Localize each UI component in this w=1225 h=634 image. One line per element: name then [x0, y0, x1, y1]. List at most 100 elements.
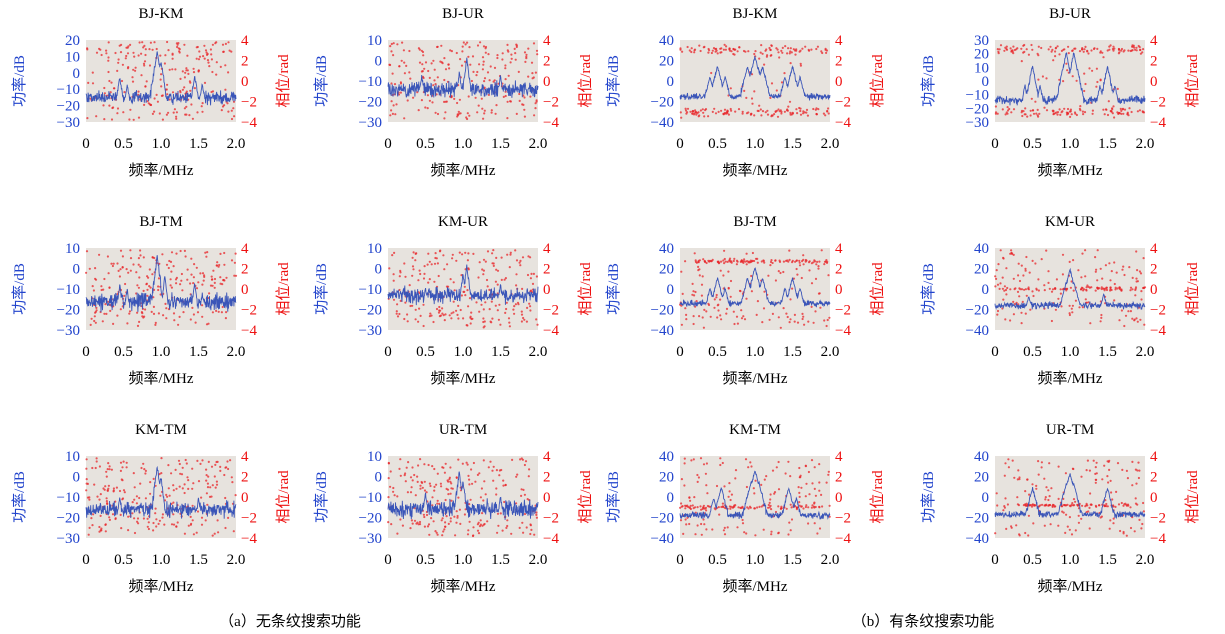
y-axis-label-left: 功率/dB — [11, 471, 28, 523]
phase-point — [213, 286, 216, 289]
phase-point — [1004, 288, 1008, 292]
phase-point — [750, 260, 754, 263]
phase-point — [392, 490, 395, 493]
phase-point — [484, 493, 487, 496]
phase-point — [510, 53, 513, 56]
phase-point — [498, 469, 501, 472]
phase-point — [693, 51, 696, 54]
phase-point — [415, 522, 418, 525]
phase-point — [785, 312, 788, 315]
phase-point — [387, 477, 390, 480]
phase-point — [1135, 280, 1138, 283]
phase-point — [94, 311, 97, 314]
phase-point — [519, 264, 522, 267]
phase-point — [769, 96, 772, 99]
phase-point — [143, 44, 146, 48]
phase-point — [735, 263, 739, 266]
phase-point — [414, 494, 417, 497]
phase-point — [117, 61, 120, 64]
phase-point — [1077, 514, 1080, 517]
phase-point — [710, 51, 714, 55]
phase-point — [1016, 496, 1019, 499]
phase-point — [1036, 114, 1039, 117]
phase-point — [779, 326, 782, 329]
phase-point — [152, 296, 155, 299]
phase-point — [760, 483, 763, 486]
phase-point — [467, 268, 470, 271]
phase-point — [1054, 287, 1057, 290]
phase-point — [510, 458, 514, 461]
phase-point — [815, 112, 818, 116]
phase-point — [161, 94, 164, 97]
phase-point — [1061, 110, 1064, 113]
phase-point — [995, 277, 998, 280]
phase-point — [157, 288, 160, 292]
phase-point — [485, 278, 489, 282]
x-axis-label: 频率/MHz — [431, 162, 496, 179]
phase-point — [721, 505, 725, 508]
phase-point — [444, 462, 447, 465]
phase-point — [1115, 490, 1118, 493]
y-tick-right: −2 — [241, 95, 257, 111]
phase-point — [168, 98, 171, 101]
x-tick: 1.5 — [189, 136, 208, 152]
phase-point — [824, 47, 827, 51]
phase-point — [157, 522, 160, 526]
phase-point — [494, 112, 497, 115]
phase-point — [460, 64, 464, 67]
phase-point — [1041, 75, 1044, 78]
phase-point — [392, 42, 395, 45]
phase-point — [404, 472, 407, 475]
phase-point — [517, 70, 520, 73]
phase-point — [1047, 48, 1050, 51]
phase-point — [433, 489, 436, 492]
phase-point — [694, 533, 697, 536]
phase-point — [393, 251, 396, 254]
phase-point — [392, 279, 395, 282]
x-tick: 0 — [991, 136, 999, 152]
phase-point — [390, 100, 393, 103]
y-tick-right: −2 — [1150, 511, 1166, 527]
phase-point — [823, 319, 826, 322]
y-axis-label-left: 功率/dB — [920, 263, 937, 315]
phase-point — [116, 107, 120, 110]
phase-point — [417, 523, 420, 526]
phase-point — [728, 482, 731, 485]
phase-point — [518, 92, 521, 96]
phase-point — [191, 306, 194, 309]
phase-point — [444, 525, 447, 528]
phase-point — [520, 494, 523, 497]
phase-point — [399, 299, 402, 302]
phase-point — [1012, 313, 1016, 316]
phase-point — [744, 458, 748, 461]
phase-point — [518, 261, 521, 264]
phase-point — [423, 463, 426, 466]
phase-point — [414, 252, 417, 255]
phase-point — [428, 99, 431, 102]
phase-point — [479, 523, 482, 526]
phase-point — [181, 70, 184, 73]
phase-point — [468, 297, 472, 300]
phase-point — [1081, 504, 1084, 507]
phase-point — [458, 98, 461, 101]
phase-point — [411, 274, 414, 277]
phase-point — [762, 307, 766, 310]
phase-point — [807, 470, 811, 474]
phase-point — [421, 486, 424, 489]
phase-point — [461, 50, 464, 53]
x-tick: 1.5 — [1098, 136, 1117, 152]
phase-point — [701, 275, 704, 278]
y-tick-left: 0 — [982, 490, 990, 506]
phase-point — [398, 467, 401, 470]
phase-point — [215, 73, 218, 76]
phase-point — [469, 63, 472, 66]
phase-point — [1107, 481, 1110, 484]
phase-point — [422, 324, 425, 328]
phase-point — [522, 531, 525, 534]
phase-point — [507, 317, 511, 320]
phase-point — [685, 112, 688, 115]
phase-point — [417, 109, 420, 112]
y-tick-left: −20 — [359, 511, 382, 527]
phase-point — [187, 72, 190, 75]
phase-point — [479, 41, 482, 44]
